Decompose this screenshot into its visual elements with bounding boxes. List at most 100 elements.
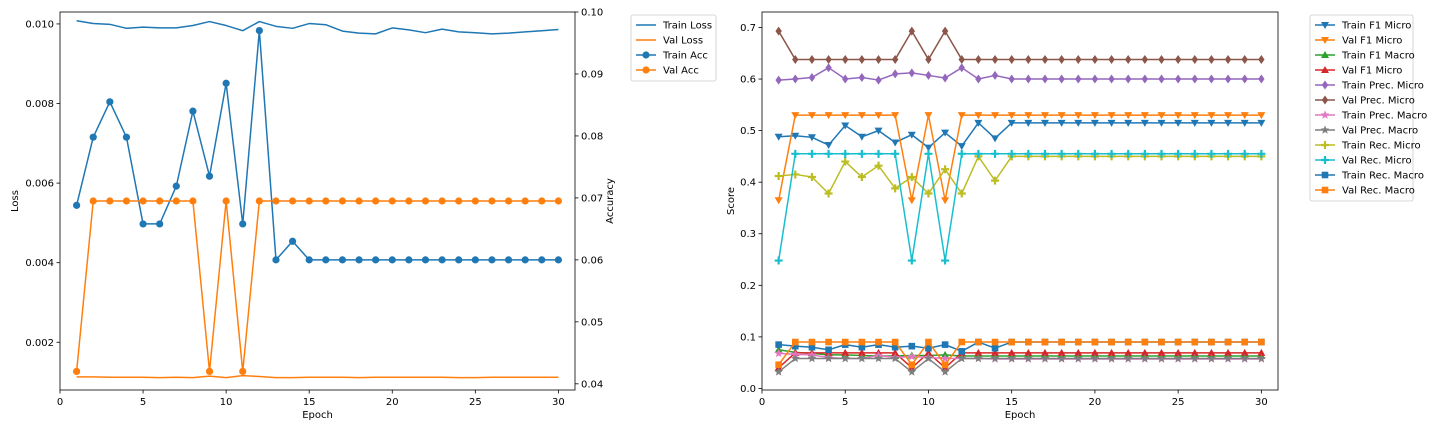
data-point — [1025, 74, 1032, 84]
y-tick-label: 0.7 — [740, 23, 756, 34]
data-point — [1107, 149, 1116, 158]
data-point — [774, 256, 783, 265]
legend-label: Train Prec. Macro — [1341, 111, 1427, 122]
data-point — [1207, 112, 1216, 120]
data-point — [189, 107, 197, 115]
legend-item: Val F1 Micro — [1315, 36, 1402, 47]
chart-1: 0 5 10 15 20 25 30 0.002 0.004 0.006 0.008 0.010 0.0… — [10, 8, 717, 421]
data-point — [272, 256, 280, 264]
data-point — [825, 54, 832, 64]
data-point — [1190, 348, 1199, 356]
data-point — [825, 346, 832, 354]
data-point — [1258, 54, 1265, 64]
data-point — [1090, 149, 1099, 158]
legend-item: Train Rec. Micro — [1315, 141, 1421, 152]
legend-marker — [1320, 125, 1330, 134]
y-right-tick-label: 0.07 — [581, 193, 603, 204]
data-point — [1241, 54, 1248, 64]
data-point — [841, 338, 849, 346]
data-point — [1007, 353, 1017, 363]
y-tick-label: 0.4 — [740, 178, 756, 189]
data-point — [1007, 149, 1016, 158]
x-tick-label: 25 — [1172, 397, 1185, 408]
data-point — [438, 197, 446, 205]
data-point — [1124, 338, 1132, 346]
series-val-prec-micro — [775, 26, 1265, 64]
data-point — [991, 112, 1000, 120]
data-point — [1041, 54, 1049, 64]
data-point — [775, 75, 782, 85]
series-line — [777, 114, 1262, 201]
data-point — [774, 197, 783, 205]
y-tick-label: 0.1 — [740, 332, 756, 343]
data-point — [538, 256, 546, 264]
data-point — [775, 341, 782, 348]
data-point — [1241, 74, 1248, 84]
x-tick-label: 10 — [922, 397, 935, 408]
data-point — [1040, 353, 1050, 363]
legend-label: Train Rec. Macro — [1341, 171, 1424, 182]
data-point — [891, 348, 900, 356]
legend-marker — [1321, 95, 1329, 105]
x-tick-label: 15 — [303, 397, 316, 408]
legend-item: Val Rec. Micro — [1315, 156, 1412, 167]
data-point — [205, 172, 214, 180]
y-tick-label: 0.5 — [740, 126, 756, 137]
plot-frame — [59, 11, 576, 391]
data-point — [1224, 149, 1233, 158]
data-point — [1057, 353, 1066, 363]
data-point — [1075, 74, 1082, 84]
data-point — [1091, 74, 1099, 84]
series-train-loss — [76, 20, 559, 35]
data-point — [941, 129, 950, 137]
data-point — [1258, 74, 1265, 84]
data-point — [1058, 54, 1065, 64]
legend-box — [1309, 14, 1414, 202]
series-line — [778, 352, 1262, 369]
data-point — [1224, 54, 1232, 64]
y-tick-label: 0.008 — [25, 99, 54, 110]
data-point — [388, 197, 396, 205]
data-point — [858, 54, 866, 64]
legend-marker — [1321, 186, 1329, 194]
data-point — [1257, 112, 1266, 120]
data-point — [1008, 338, 1015, 346]
data-point — [1124, 119, 1133, 127]
data-point — [924, 112, 933, 120]
legend-item: Train Acc — [636, 51, 708, 62]
data-point — [355, 197, 363, 205]
data-point — [1190, 119, 1199, 127]
y-right-tick-label: 0.10 — [581, 8, 603, 19]
data-point — [189, 197, 197, 205]
data-point — [405, 256, 413, 264]
data-point — [106, 98, 114, 106]
chart-2: 0 5 10 15 20 25 30 0.0 0.1 0.2 0.3 0.4 0.5 0.6 0.7 Epoc… — [726, 11, 1427, 421]
data-point — [941, 73, 949, 83]
data-point — [891, 184, 900, 193]
data-point — [824, 142, 833, 150]
data-point — [1058, 74, 1065, 84]
data-point — [1157, 112, 1166, 120]
data-point — [858, 343, 866, 351]
data-point — [907, 131, 916, 139]
data-point — [1240, 112, 1249, 120]
data-point — [1108, 54, 1115, 64]
data-point — [1224, 112, 1233, 120]
data-point — [1040, 119, 1049, 127]
data-point — [874, 127, 883, 135]
y-right-tick-label: 0.05 — [581, 317, 603, 328]
data-point — [73, 367, 81, 376]
data-point — [807, 149, 816, 158]
data-point — [907, 351, 917, 361]
data-point — [421, 197, 430, 205]
data-point — [538, 197, 546, 205]
legend-item: Val Prec. Macro — [1315, 125, 1418, 137]
legend-label: Train Rec. Micro — [1341, 141, 1421, 152]
data-point — [504, 197, 513, 205]
data-point — [1208, 54, 1215, 64]
data-point — [1158, 54, 1165, 64]
data-point — [790, 353, 800, 363]
y-tick-label: 0.0 — [740, 384, 756, 395]
data-point — [1140, 353, 1150, 363]
data-point — [1107, 348, 1116, 356]
